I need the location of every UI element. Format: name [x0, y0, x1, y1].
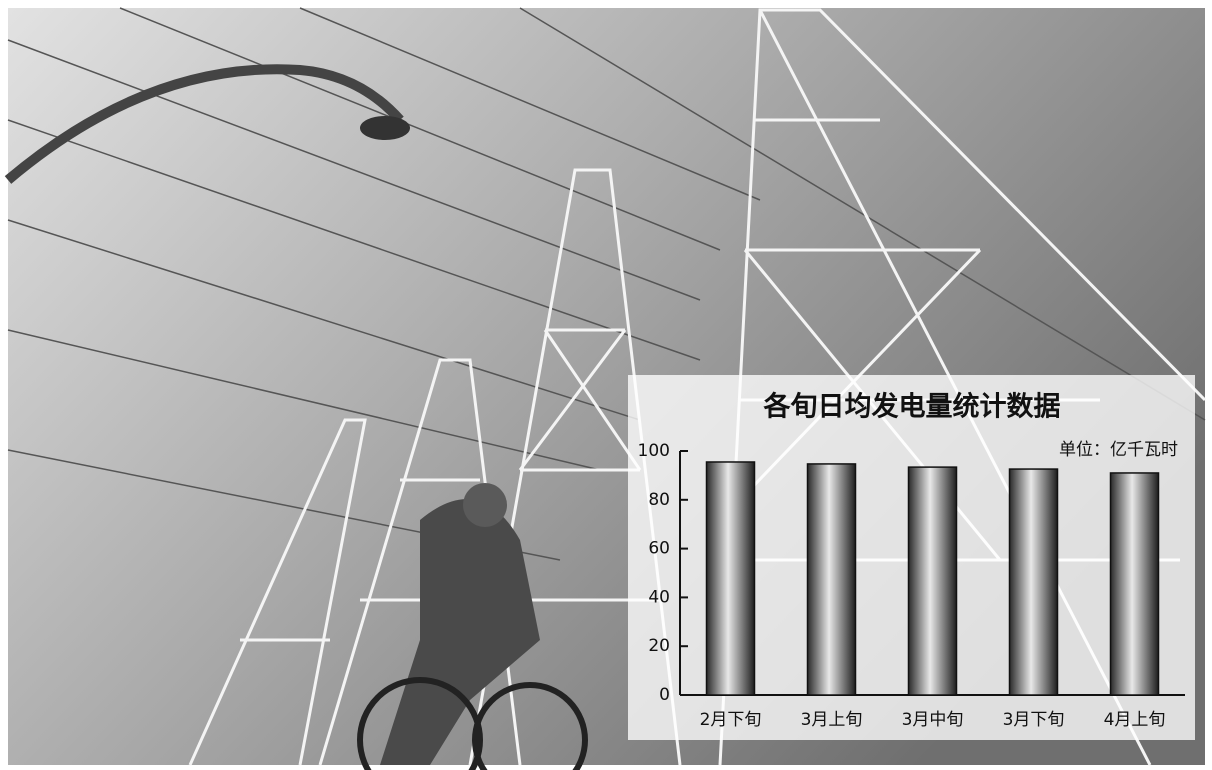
x-tick-label: 3月下旬: [1003, 710, 1065, 730]
y-tick-label: 100: [638, 441, 670, 461]
chart-title: 各旬日均发电量统计数据: [763, 391, 1061, 423]
unit-label: 单位：亿千瓦时: [1059, 440, 1178, 460]
bar: [705, 461, 756, 696]
x-tick-label: 3月中旬: [902, 710, 964, 730]
bar: [806, 463, 857, 696]
bar: [1008, 468, 1059, 696]
x-tick-label: 3月上旬: [801, 710, 863, 730]
x-tick-label: 4月上旬: [1104, 710, 1166, 730]
bar: [1109, 472, 1160, 696]
y-tick-label: 20: [648, 636, 670, 656]
y-tick-label: 0: [659, 685, 670, 705]
x-tick-label: 2月下旬: [700, 710, 762, 730]
y-tick-label: 40: [648, 587, 670, 607]
y-tick-label: 80: [648, 490, 670, 510]
bar: [907, 466, 958, 696]
y-tick-label: 60: [648, 539, 670, 559]
